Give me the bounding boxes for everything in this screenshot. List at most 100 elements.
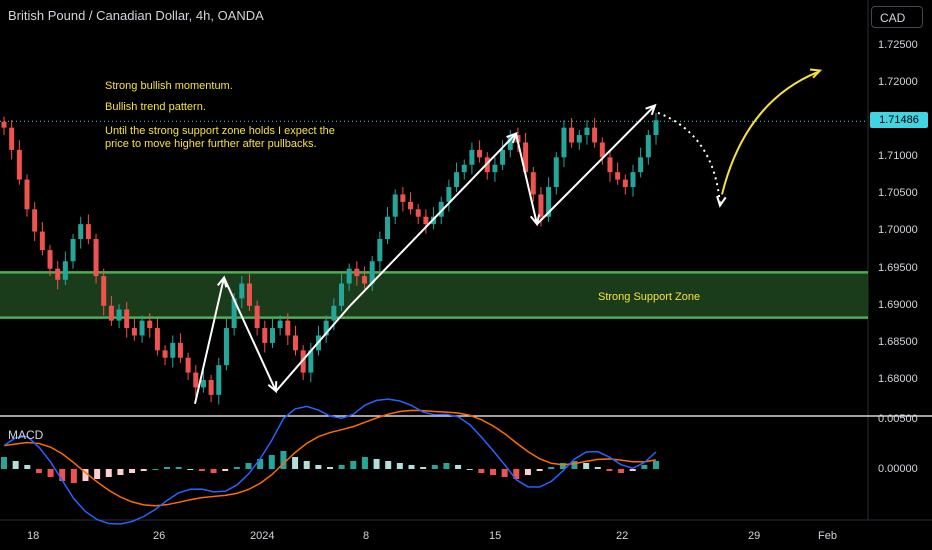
- candle-body: [438, 201, 444, 217]
- trend-arrowhead: [645, 103, 657, 116]
- currency-button[interactable]: CAD: [871, 6, 923, 28]
- candle-body: [262, 328, 268, 343]
- candle-body: [193, 372, 199, 388]
- macd-histogram-bar: [338, 465, 345, 469]
- candle-body: [147, 320, 153, 329]
- macd-histogram-bar: [198, 469, 205, 471]
- macd-tick: 0.00000: [878, 463, 918, 475]
- x-tick: 22: [616, 530, 629, 542]
- macd-histogram-bar: [327, 467, 333, 469]
- macd-histogram-bar: [70, 469, 77, 483]
- macd-histogram-bar: [618, 469, 625, 473]
- candle-body: [331, 305, 337, 321]
- x-tick: 29: [748, 530, 761, 542]
- candle-body: [553, 157, 559, 188]
- candle-body: [538, 194, 544, 217]
- macd-histogram-bar: [187, 469, 194, 470]
- price-tick: 1.69500: [878, 262, 918, 274]
- macd-histogram-bar: [35, 469, 42, 473]
- candle-body: [530, 172, 536, 195]
- candle-body: [638, 157, 644, 173]
- note-momentum: Strong bullish momentum.: [105, 80, 233, 92]
- candle-body: [101, 276, 107, 306]
- note-expect-1: Until the strong support zone holds I ex…: [105, 125, 335, 137]
- candle-body: [85, 224, 91, 239]
- candle-body: [239, 283, 245, 299]
- candle-body: [108, 305, 114, 321]
- macd-histogram-bar: [280, 451, 287, 469]
- macd-histogram-bar: [361, 457, 368, 469]
- price-tick: 1.71000: [878, 150, 918, 162]
- candle-body: [362, 276, 368, 284]
- candle-body: [200, 380, 206, 388]
- candle-body: [177, 342, 183, 358]
- macd-histogram-bar: [641, 465, 648, 469]
- macd-histogram-bar: [315, 465, 322, 469]
- candle-body: [47, 250, 53, 269]
- candle-body: [592, 127, 598, 143]
- macd-histogram-bar: [466, 469, 473, 470]
- candle-body: [653, 120, 659, 136]
- macd-histogram-bar: [501, 469, 508, 477]
- candle-body: [269, 328, 275, 343]
- macd-histogram-bar: [455, 465, 462, 469]
- price-tick: 1.72500: [878, 39, 918, 51]
- candle-body: [346, 268, 352, 284]
- candle-body: [645, 135, 651, 158]
- macd-histogram-bar: [373, 459, 380, 469]
- candle-body: [162, 350, 168, 358]
- macd-histogram-bar: [292, 457, 299, 469]
- candle-body: [500, 149, 506, 165]
- macd-histogram-bar: [350, 461, 357, 469]
- candle-body: [131, 328, 137, 336]
- trend-pattern-segment: [515, 133, 538, 225]
- macd-histogram-bar: [257, 459, 264, 469]
- macd-histogram-bar: [140, 469, 147, 471]
- candle-body: [385, 216, 391, 239]
- candle-body: [354, 268, 360, 277]
- candle-body: [423, 216, 429, 225]
- candle-body: [277, 320, 283, 329]
- macd-histogram-bar: [245, 463, 252, 469]
- trend-arrowhead: [529, 214, 541, 227]
- candle-body: [55, 268, 61, 280]
- candle-body: [62, 261, 68, 280]
- candle-body: [246, 283, 252, 306]
- candle-body: [185, 357, 191, 373]
- macd-histogram-bar: [478, 469, 485, 473]
- candle-body: [39, 231, 45, 251]
- candle-body: [461, 164, 467, 173]
- candle-body: [569, 127, 575, 143]
- candle-body: [1, 121, 7, 128]
- candle-body: [615, 172, 621, 180]
- trend-pattern-segment: [275, 305, 351, 392]
- macd-histogram-bar: [420, 467, 427, 469]
- macd-histogram-bar: [594, 467, 601, 469]
- trend-pattern-segment: [536, 104, 656, 225]
- x-tick: 2024: [250, 530, 275, 542]
- macd-histogram-bar: [105, 469, 112, 477]
- candle-body: [622, 179, 628, 188]
- candle-body: [576, 135, 582, 143]
- macd-histogram-bar: [583, 463, 590, 469]
- candle-body: [308, 350, 314, 373]
- candle-body: [492, 164, 498, 173]
- candle-body: [561, 127, 567, 158]
- macd-histogram-bar: [303, 461, 310, 469]
- candle-body: [70, 238, 76, 262]
- x-tick: 26: [153, 530, 166, 542]
- candle-body: [292, 335, 298, 351]
- candle-body: [584, 127, 590, 136]
- macd-histogram-bar: [59, 469, 66, 481]
- rally-arrowhead: [809, 68, 823, 79]
- trend-arrowhead: [216, 275, 228, 288]
- candle-body: [477, 149, 483, 158]
- price-tick: 1.72000: [878, 76, 918, 88]
- pullback-arrowhead: [716, 195, 727, 208]
- note-expect-2: price to move higher further after pullb…: [105, 138, 317, 150]
- candle-body: [216, 365, 222, 395]
- macd-histogram-bar: [385, 461, 392, 469]
- candle-body: [523, 142, 529, 173]
- chart-title: British Pound / Canadian Dollar, 4h, OAN…: [8, 8, 264, 23]
